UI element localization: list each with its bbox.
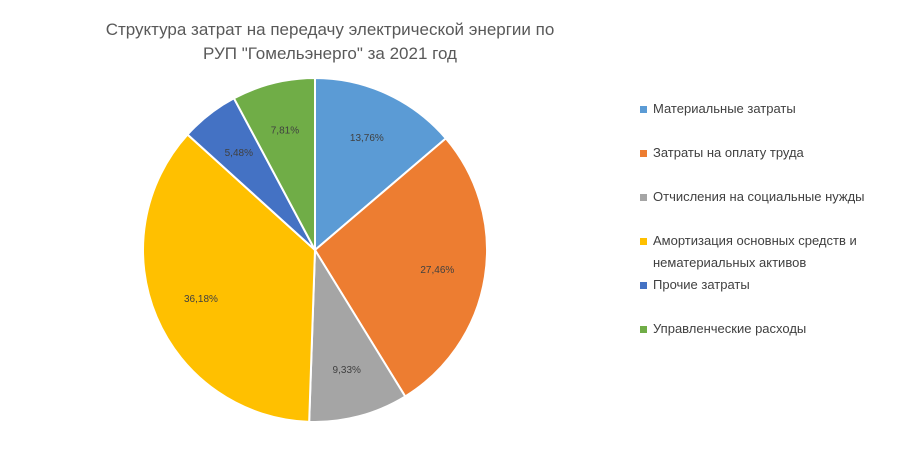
slice-data-label-2: 27,46% [420, 265, 454, 276]
pie-slice-3 [308, 246, 407, 423]
legend-item-1: Материальные затраты [640, 98, 910, 120]
chart-title-line-2: РУП "Гомельэнерго" за 2021 год [203, 44, 457, 63]
legend-item-2: Затраты на оплату труда [640, 142, 910, 164]
legend-label-4-line-1: Амортизация основных средств и [653, 233, 857, 248]
legend-label-3-line-1: Отчисления на социальные нужды [653, 189, 865, 204]
legend-label-1-line-1: Материальные затраты [653, 101, 796, 116]
pie-slice-2 [313, 136, 488, 398]
slice-data-label-1: 13,76% [350, 133, 384, 144]
legend-swatch-4 [640, 238, 647, 245]
slice-data-label-5: 5,48% [225, 148, 253, 159]
slice-data-label-3: 9,33% [333, 365, 361, 376]
legend-label-6-line-1: Управленческие расходы [653, 321, 807, 336]
slice-data-label-6: 7,81% [271, 125, 299, 136]
slice-data-label-4: 36,18% [184, 294, 218, 305]
legend-swatch-6 [640, 326, 647, 333]
legend-item-3: Отчисления на социальные нужды [640, 186, 910, 208]
chart-title-line-1: Структура затрат на передачу электрическ… [105, 20, 555, 39]
legend-swatch-5 [640, 282, 647, 289]
pie-slice-6 [232, 76, 316, 251]
legend-label-2-line-1: Затраты на оплату труда [653, 145, 804, 160]
legend-label-4-line-2: нематериальных активов [653, 255, 807, 270]
chart-title: Структура затрат на передачу электрическ… [70, 18, 590, 66]
legend-item-4: Амортизация основных средств и нематериал… [640, 230, 910, 274]
legend-item-6: Управленческие расходы [640, 318, 910, 340]
pie-slice-1 [314, 76, 448, 253]
legend-swatch-1 [640, 106, 647, 113]
pie-slice-4 [142, 133, 317, 423]
legend-swatch-3 [640, 194, 647, 201]
legend-swatch-2 [640, 150, 647, 157]
legend-label-5-line-1: Прочие затраты [653, 277, 750, 292]
legend-item-5: Прочие затраты [640, 274, 910, 296]
